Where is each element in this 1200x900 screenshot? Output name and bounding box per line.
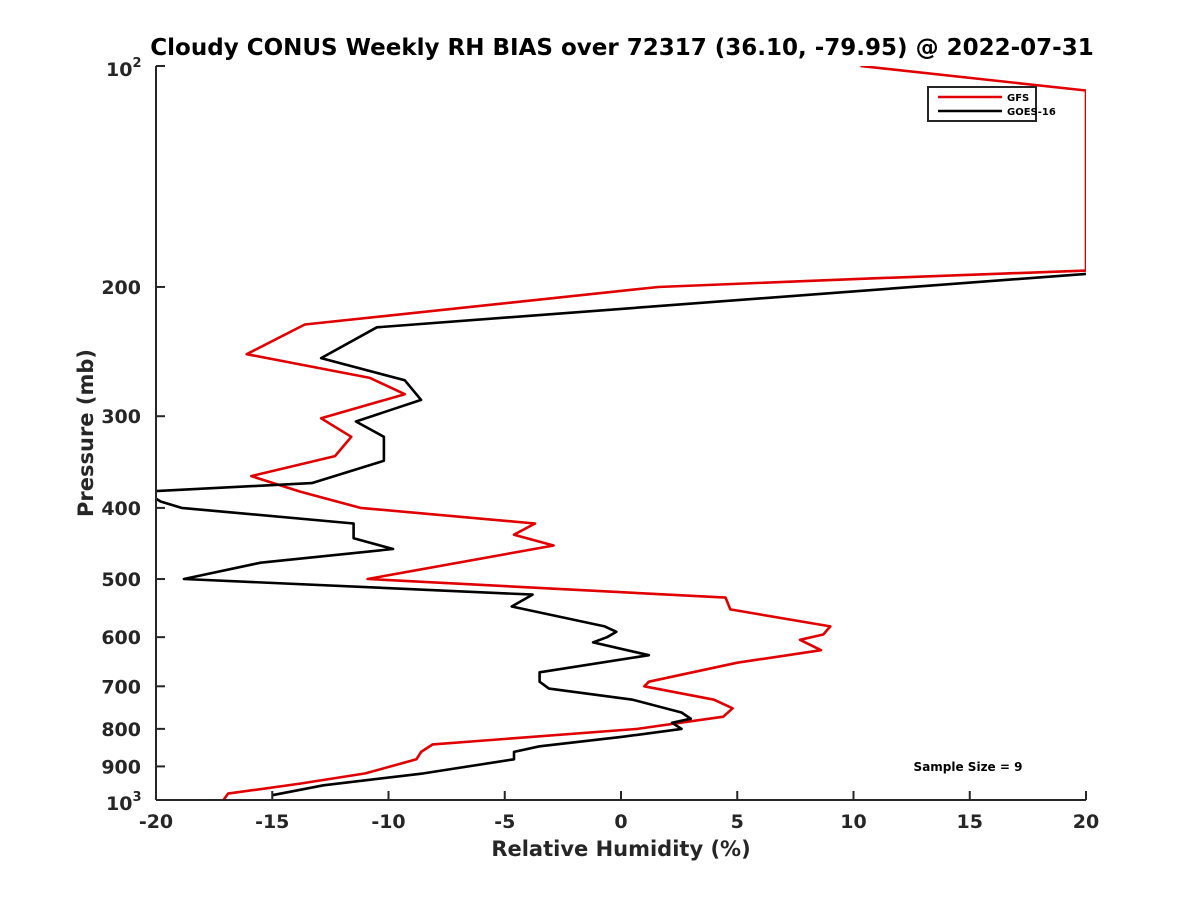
y-tick-label: 900 (101, 756, 141, 778)
y-tick-label: 300 (101, 406, 141, 428)
y-tick-label: 800 (101, 719, 141, 741)
series-line-gfs (222, 66, 1086, 800)
legend: GFS GOES-16 (927, 86, 1056, 122)
series-line-goes-16 (156, 272, 1086, 797)
y-ticks: 102 200 300 400 500 600 700 800 900 103 (101, 56, 165, 815)
legend-label-gfs: GFS (1007, 93, 1029, 104)
y-tick-label: 103 (106, 790, 142, 815)
series-layer (156, 66, 1086, 800)
x-tick-label: -15 (255, 811, 289, 833)
y-tick-label: 700 (101, 676, 141, 698)
x-tick-label: 20 (1073, 811, 1099, 833)
y-tick-label: 500 (101, 569, 141, 591)
x-tick-label: -5 (494, 811, 515, 833)
y-tick-label: 600 (101, 627, 141, 649)
x-tick-label: 5 (731, 811, 744, 833)
y-tick-label: 102 (106, 56, 142, 81)
x-tick-label: 10 (840, 811, 866, 833)
x-axis-label: Relative Humidity (%) (491, 837, 750, 861)
sample-size-annotation: Sample Size = 9 (914, 760, 1023, 774)
y-axis-label: Pressure (mb) (74, 349, 98, 517)
legend-box (927, 86, 1037, 122)
y-tick-label: 400 (101, 498, 141, 520)
x-tick-label: -10 (371, 811, 405, 833)
legend-label-goes-16: GOES-16 (1007, 107, 1056, 118)
x-tick-label: -20 (139, 811, 173, 833)
x-tick-label: 15 (957, 811, 983, 833)
axes (155, 66, 1086, 801)
y-tick-label: 200 (101, 277, 141, 299)
chart-title: Cloudy CONUS Weekly RH BIAS over 72317 (… (150, 35, 1093, 61)
x-ticks: -20 -15 -10 -5 0 5 10 15 20 (139, 791, 1099, 833)
x-tick-label: 0 (614, 811, 627, 833)
